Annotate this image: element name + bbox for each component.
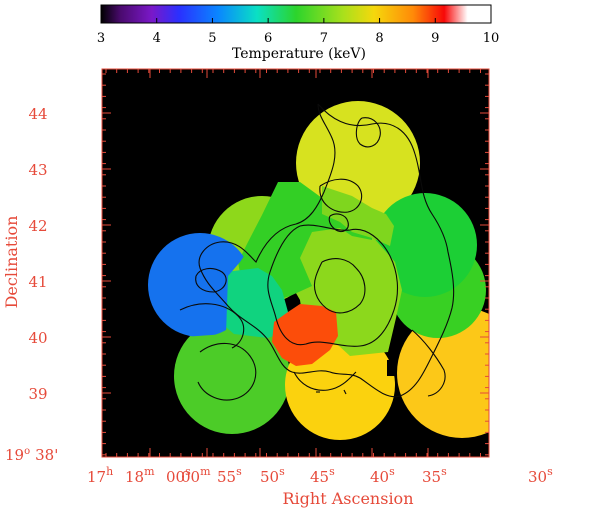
- y-corner-label: 19o 38': [5, 446, 58, 464]
- contour-center-loop: [328, 213, 349, 233]
- y-tick-label: 42: [28, 217, 47, 235]
- y-tick-label: 39: [28, 385, 47, 403]
- y-axis-title: Declination: [2, 216, 21, 309]
- contour-east: [411, 329, 446, 397]
- colorbar-tick-label: 7: [320, 31, 328, 46]
- y-corner-label-degrees: 19o 38': [5, 446, 58, 464]
- region-west-inner: [220, 268, 288, 338]
- x-tick-unit: s: [389, 465, 395, 478]
- y-tick-label: 40: [28, 329, 47, 347]
- x-tick-value: 45: [310, 468, 329, 486]
- y-tick-label: 41: [28, 273, 47, 291]
- colorbar-ticks: 3 4 5 6 7 8 9 10: [97, 18, 499, 46]
- colorbar-tick-label: 4: [153, 31, 161, 46]
- x-tick-value: 40: [370, 468, 389, 486]
- y-corner-min: 38: [35, 446, 54, 464]
- contour-south: [293, 371, 357, 391]
- x-tick-value: 30: [528, 468, 547, 486]
- colorbar-tick-label: 10: [483, 31, 500, 46]
- x-tick-unit: s: [279, 465, 285, 478]
- x-tick-label: 55s: [217, 465, 242, 486]
- x-tick-value: 50: [260, 468, 279, 486]
- contour-outer: [198, 103, 455, 398]
- x-tick-label: 45s: [310, 465, 335, 486]
- axis-ticks: [102, 69, 489, 457]
- region-southwest: [174, 318, 290, 434]
- x-tick-unit: m: [200, 465, 211, 478]
- colorbar-gradient: [100, 4, 492, 24]
- contour-north: [355, 117, 381, 148]
- contour-north-2: [319, 178, 363, 213]
- colorbar-tick-label: 5: [208, 31, 216, 46]
- plot-frame: [101, 68, 490, 458]
- x-axis-title: Right Ascension: [283, 489, 414, 508]
- y-tick-label: 44: [28, 105, 47, 123]
- contour-inner: [313, 258, 366, 314]
- plot-area: [101, 68, 490, 458]
- x-tick-label: 35s: [422, 465, 447, 486]
- colorbar-tick-label: 8: [375, 31, 383, 46]
- y-corner-deg-sym: o: [24, 446, 30, 457]
- y-corner-min-sym: ': [54, 446, 58, 464]
- contour-west-2: [179, 303, 245, 349]
- colorbar: 3 4 5 6 7 8 9 10 Temperature (keV): [97, 4, 499, 62]
- colorbar-tick-label: 6: [264, 31, 272, 46]
- x-tick-label: 18m: [125, 465, 155, 486]
- x-tick-value: 17: [87, 468, 106, 486]
- x-tick-value: 18: [125, 468, 144, 486]
- y-corner-deg: 19: [5, 446, 24, 464]
- x-tick-label: 30s: [528, 465, 553, 486]
- x-tick-unit: h: [106, 465, 113, 478]
- brightness-contours: [179, 103, 455, 401]
- x-tick-label: 50s: [260, 465, 285, 486]
- x-tick-unit: s: [236, 465, 242, 478]
- x-tick-value: 00: [181, 468, 200, 486]
- temperature-regions: [148, 101, 489, 440]
- contour-sw: [197, 342, 257, 401]
- region-hot-spot: [272, 304, 338, 366]
- x-tick-unit: m: [144, 465, 155, 478]
- x-tick-label: 00s: [166, 465, 191, 486]
- x-tick-unit: s: [185, 465, 191, 478]
- x-tick-label: 00m: [181, 465, 211, 486]
- region-west: [148, 233, 252, 337]
- region-upper-right-patch: [322, 186, 394, 246]
- x-tick-label: 40s: [370, 465, 395, 486]
- contour-mid: [267, 224, 399, 347]
- y-tick-labels: 44 43 42 41 40 39: [28, 105, 47, 403]
- contour-tiny-2: [343, 389, 347, 395]
- colorbar-tick-label: 9: [431, 31, 439, 46]
- region-southwest-fill: [174, 318, 290, 434]
- x-tick-unit: s: [441, 465, 447, 478]
- x-tick-value: 00: [166, 468, 185, 486]
- x-tick-unit: s: [547, 465, 553, 478]
- y-tick-label: 43: [28, 161, 47, 179]
- colorbar-tick-label: 3: [97, 31, 105, 46]
- x-tick-unit: s: [329, 465, 335, 478]
- colorbar-label: Temperature (keV): [232, 46, 366, 62]
- x-tick-value: 35: [422, 468, 441, 486]
- region-west-fill: [148, 233, 252, 337]
- region-gap: [387, 360, 396, 376]
- x-tick-label: 17h: [87, 465, 113, 486]
- x-tick-value: 55: [217, 468, 236, 486]
- contour-west: [195, 267, 227, 293]
